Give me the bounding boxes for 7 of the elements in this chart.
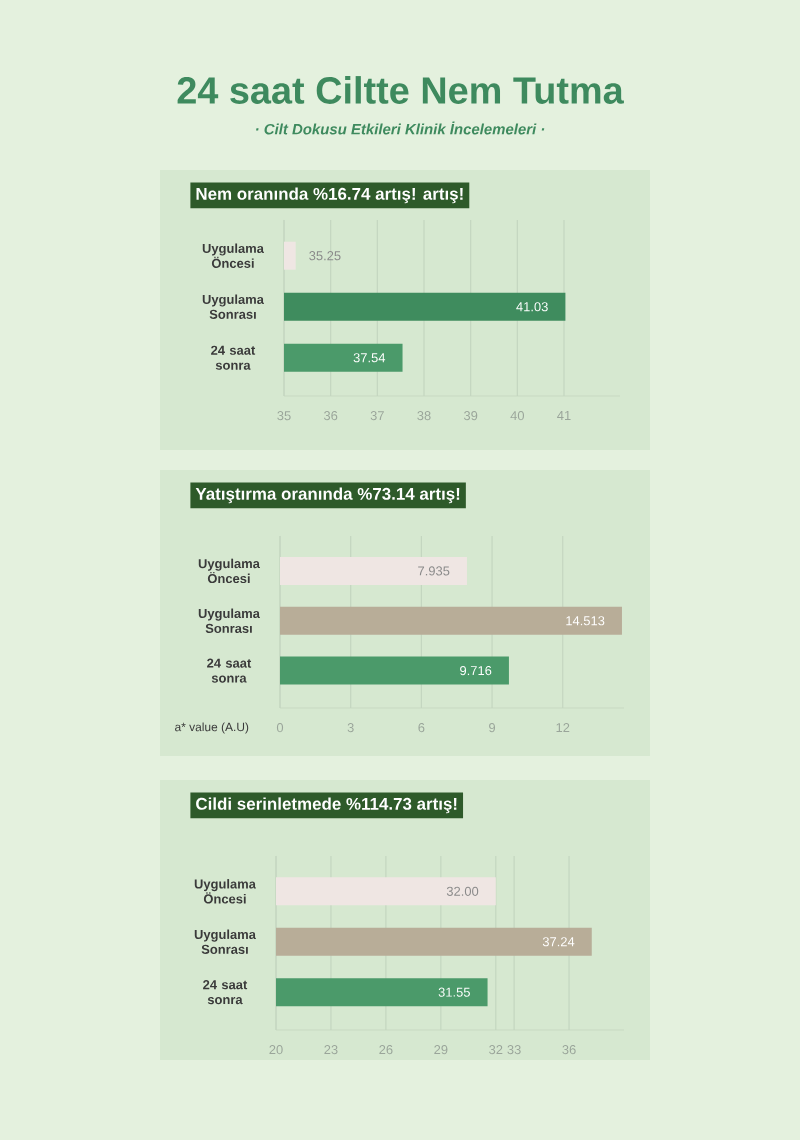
chart-title: Yatıştırma oranında %73.14 artış! <box>195 487 460 504</box>
chart-title: Nem oranında %16.74 artış! artış! <box>196 187 463 204</box>
chart-title: Cildi serinletmede %114.73 artış! <box>196 797 457 814</box>
bar <box>280 656 509 685</box>
bar <box>280 556 467 585</box>
text: 24 saat Ciltte Nem Tutma <box>177 76 624 104</box>
bar <box>280 606 622 635</box>
